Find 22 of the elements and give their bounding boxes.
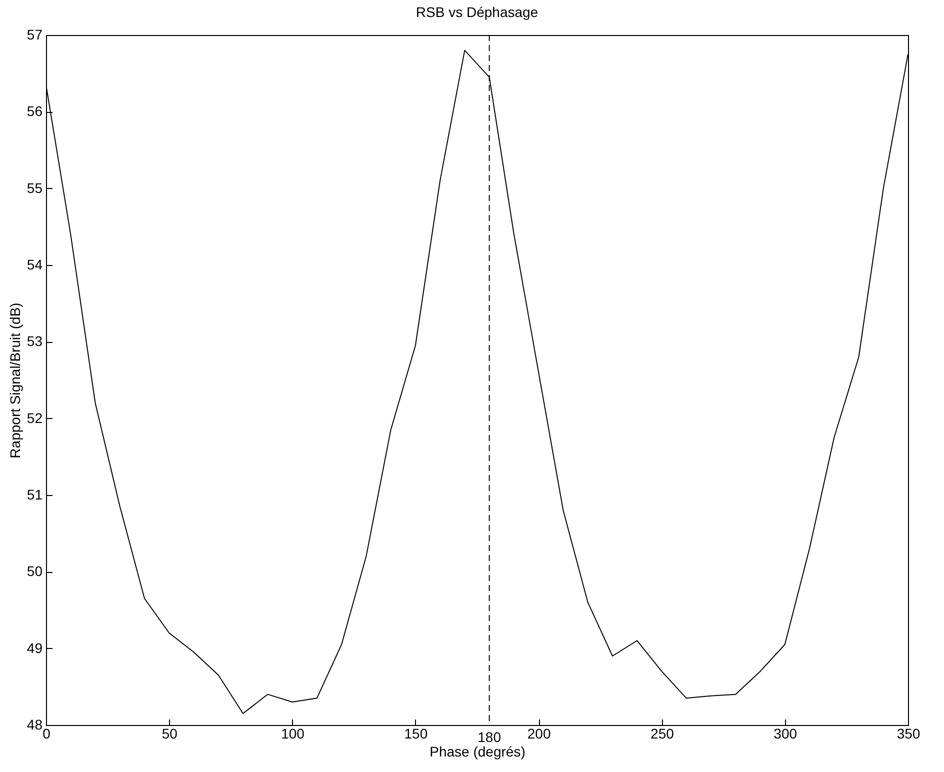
y-tick-label: 54 (26, 256, 43, 272)
y-tick-label: 57 (26, 26, 43, 42)
y-tick-label: 48 (26, 716, 43, 732)
y-tick-label: 49 (26, 640, 43, 656)
y-axis-title: Rapport Signal/Bruit (dB) (6, 302, 23, 458)
y-tick-label: 56 (26, 103, 43, 120)
x-tick-label: 0 (42, 726, 51, 742)
y-tick-label: 52 (26, 410, 43, 426)
x-tick-label: 350 (896, 726, 920, 742)
y-tick-label: 55 (26, 180, 43, 196)
ref-line-label: 180 (478, 729, 502, 745)
x-tick-label: 200 (527, 726, 551, 742)
x-tick-label: 100 (281, 726, 305, 742)
x-tick-label: 250 (650, 726, 674, 742)
x-axis-title: Phase (degrés) (430, 744, 526, 760)
chart-title: RSB vs Déphasage (416, 4, 538, 20)
y-tick-label: 50 (26, 563, 43, 580)
x-tick-label: 50 (162, 726, 178, 742)
x-tick-label: 150 (404, 726, 428, 742)
x-tick-label: 300 (774, 726, 798, 742)
y-tick-label: 53 (26, 333, 43, 350)
y-tick-label: 51 (26, 486, 43, 502)
